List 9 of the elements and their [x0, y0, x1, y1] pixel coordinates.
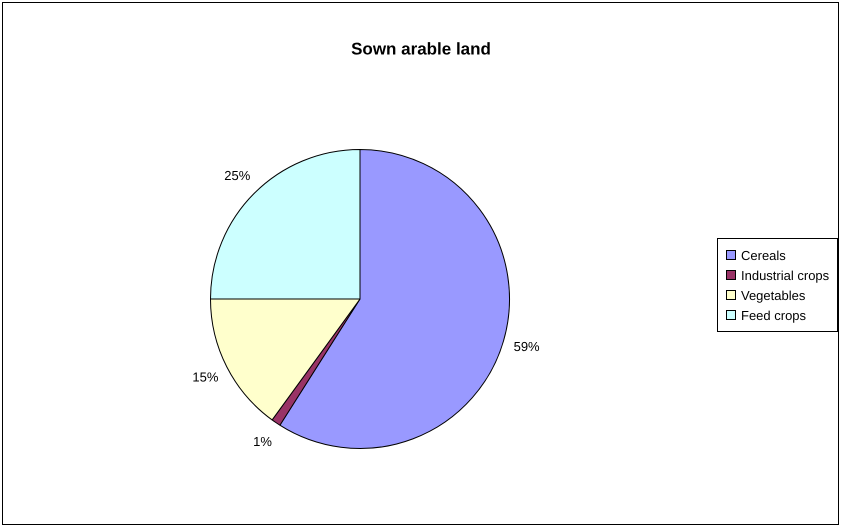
- legend-label: Industrial crops: [741, 268, 830, 282]
- data-label: 15%: [192, 369, 219, 384]
- legend-label: Vegetables: [741, 288, 806, 302]
- legend-label: Feed crops: [741, 308, 806, 322]
- data-label: 59%: [514, 338, 540, 354]
- data-label: 1%: [253, 434, 272, 450]
- data-label: 25%: [224, 168, 251, 183]
- chart-title: Sown arable land: [351, 40, 491, 59]
- legend-label: Cereals: [741, 248, 786, 262]
